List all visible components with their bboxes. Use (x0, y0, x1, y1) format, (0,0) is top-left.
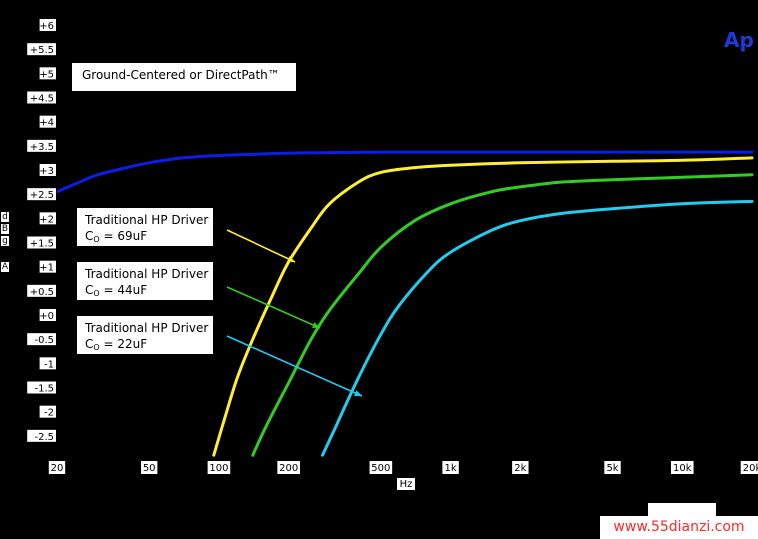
y-tick-label-bg (27, 236, 56, 249)
y-tick-label-bg (27, 284, 56, 297)
cap-value: = 69uF (99, 229, 148, 243)
y-tick-label-bg (39, 67, 56, 80)
x-tick-label-bg (277, 461, 300, 474)
cap-value: = 22uF (99, 337, 148, 351)
x-tick-label-bg (48, 461, 66, 474)
y-tick-label: +6 (39, 21, 54, 32)
y-tick-label: +4.5 (30, 94, 54, 105)
cap-symbol: C (85, 283, 94, 297)
y-tick-label-bg (39, 212, 56, 225)
x-tick-label: 200 (279, 463, 298, 474)
x-tick-label: 1k (445, 463, 457, 474)
ap-logo: Ap (724, 28, 754, 52)
cap-symbol: C (85, 229, 94, 243)
annotation-22uF: Traditional HP Driver CO = 22uF (77, 316, 213, 354)
x-axis-label-bg (397, 478, 415, 490)
y-tick-label: +5.5 (30, 45, 54, 56)
series-line-0 (57, 150, 754, 194)
x-tick-label: 2k (514, 463, 526, 474)
annotation-69uF-line2: CO = 69uF (85, 228, 205, 248)
annotation-44uF: Traditional HP Driver CO = 44uF (77, 262, 213, 300)
annotation-arrow-2 (226, 335, 363, 397)
y-tick-label-bg (27, 333, 56, 346)
y-tick-label-bg (27, 43, 56, 56)
y-tick-label: +0 (39, 311, 54, 322)
annotation-44uF-line1: Traditional HP Driver (85, 267, 209, 281)
x-tick-label-bg (442, 461, 459, 474)
cap-subscript: O (93, 343, 100, 352)
y-tick-label: +0.5 (30, 287, 54, 298)
y-tick-label: +1.5 (30, 239, 54, 250)
x-tick-label-bg (670, 461, 694, 474)
cap-value: = 44uF (99, 283, 148, 297)
y-tick-label: -2 (44, 408, 54, 419)
annotation-69uF-line1: Traditional HP Driver (85, 213, 209, 227)
x-tick-label: 100 (209, 463, 228, 474)
y-tick-label: -0.5 (34, 335, 54, 346)
ylabel-letter-A: A (1, 262, 9, 272)
series-line-3 (321, 199, 754, 457)
y-tick-label: -1 (44, 359, 54, 370)
y-tick-label: -2.5 (34, 432, 54, 443)
series-line-1 (212, 156, 754, 457)
y-tick-label-bg (27, 139, 56, 152)
y-tick-label: +2.5 (30, 190, 54, 201)
x-tick-label-bg (512, 461, 529, 474)
y-tick-label-bg (39, 19, 56, 31)
y-tick-label-bg (39, 357, 56, 370)
x-tick-label-bg (207, 461, 231, 474)
x-tick-label-bg (604, 461, 621, 474)
y-tick-label: +3.5 (30, 142, 54, 153)
blank-box (648, 503, 716, 517)
x-tick-label: 50 (143, 463, 156, 474)
ylabel-letter-g: g (1, 236, 9, 246)
legend-directpath: Ground-Centered or DirectPath™ (72, 63, 296, 91)
y-tick-label-bg (39, 405, 56, 418)
ylabel-letter-d: d (1, 212, 9, 222)
cap-subscript: O (93, 235, 100, 244)
annotation-arrow-0 (226, 229, 296, 263)
x-axis-label: Hz (400, 479, 413, 490)
cap-symbol: C (85, 337, 94, 351)
y-tick-label-bg (27, 429, 56, 442)
y-tick-label-bg (39, 309, 56, 321)
annotation-22uF-line2: CO = 22uF (85, 336, 205, 356)
y-tick-label-bg (27, 381, 56, 394)
x-tick-label: 5k (606, 463, 618, 474)
annotation-22uF-line1: Traditional HP Driver (85, 321, 209, 335)
x-tick-label-bg (140, 461, 158, 474)
y-tick-label-bg (39, 115, 56, 128)
series-line-2 (251, 173, 754, 457)
annotation-44uF-line2: CO = 44uF (85, 282, 205, 302)
y-tick-label: -1.5 (34, 384, 54, 395)
watermark: www.55dianzi.com (600, 516, 758, 539)
x-tick-label: 500 (371, 463, 390, 474)
y-tick-label-bg (27, 188, 56, 201)
y-tick-label-bg (27, 91, 56, 104)
y-tick-label: +2 (39, 214, 54, 225)
ylabel-letter-B: B (1, 224, 9, 234)
x-tick-label: 20 (51, 463, 64, 474)
cap-subscript: O (93, 289, 100, 298)
x-tick-label-bg (369, 461, 393, 474)
y-tick-label: +1 (39, 263, 54, 274)
x-tick-label: 10k (673, 463, 692, 474)
annotation-69uF: Traditional HP Driver CO = 69uF (77, 208, 213, 246)
y-tick-label-bg (39, 164, 56, 176)
y-tick-label: +4 (39, 118, 54, 129)
annotation-arrowhead-1 (312, 322, 320, 328)
y-tick-label: +5 (39, 69, 54, 80)
annotation-arrowhead-0 (287, 256, 295, 262)
y-tick-label-bg (39, 260, 56, 273)
x-tick-label-bg (740, 461, 758, 474)
annotation-arrowhead-2 (354, 390, 362, 396)
y-tick-label: +3 (39, 166, 54, 177)
annotation-arrow-1 (226, 286, 321, 329)
x-tick-label: 20k (743, 463, 758, 474)
